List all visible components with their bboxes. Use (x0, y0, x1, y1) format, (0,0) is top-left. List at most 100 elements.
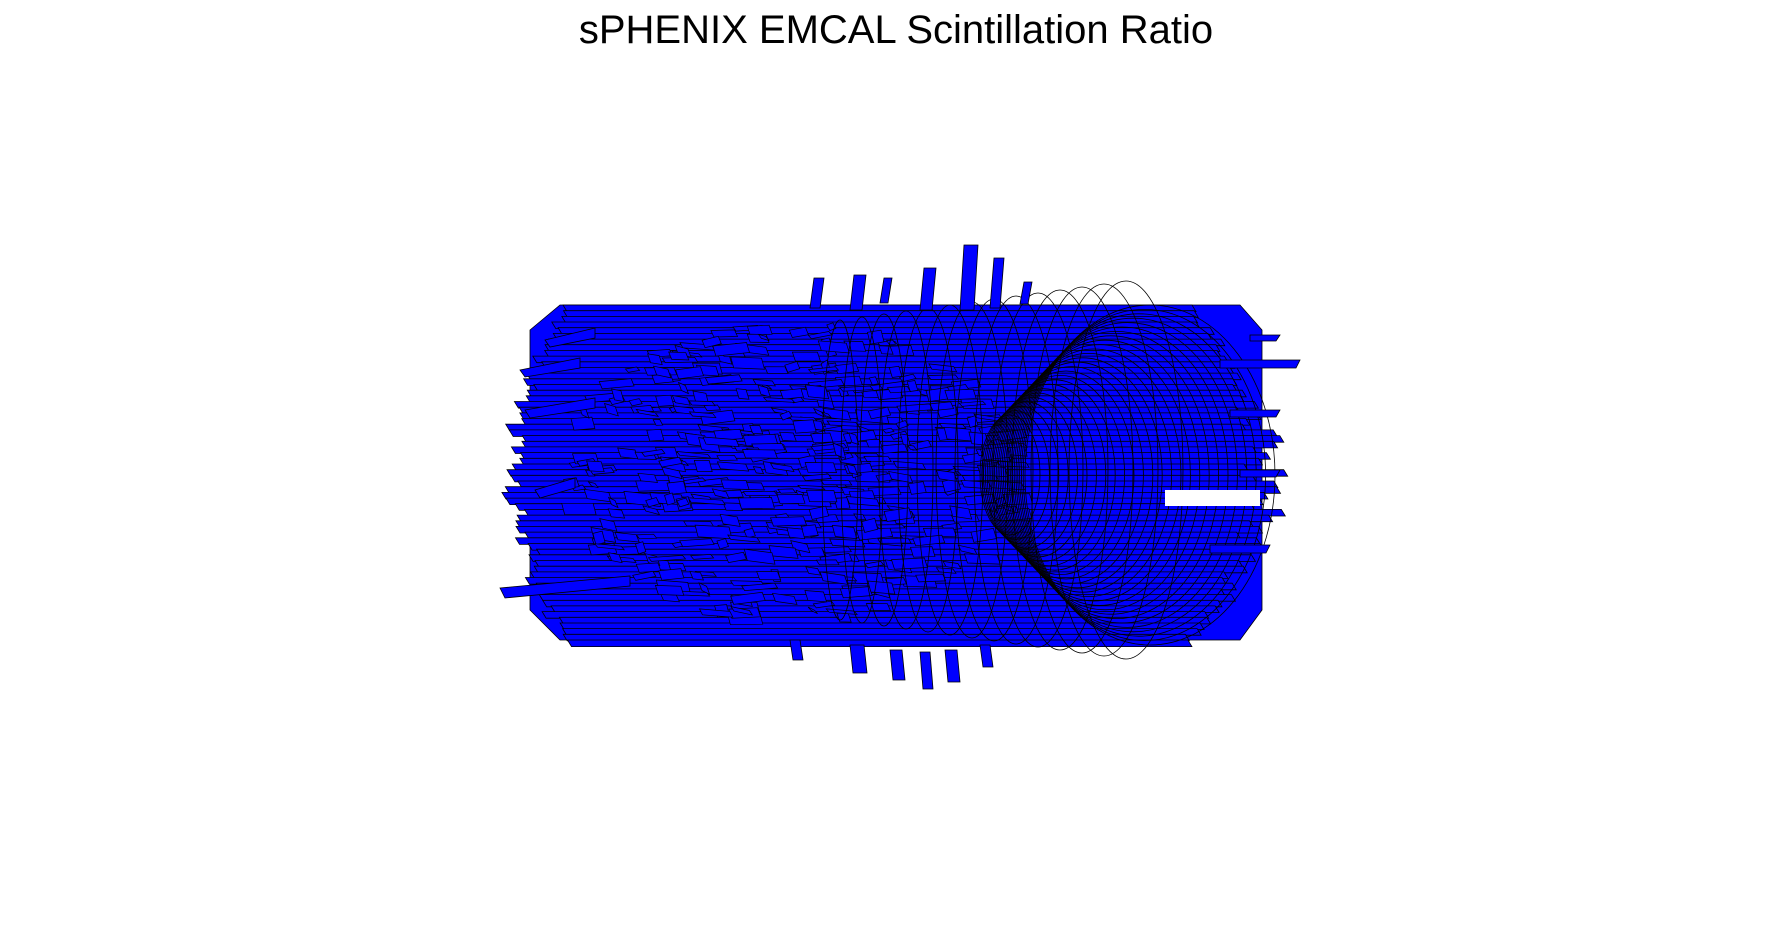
tile-bin (752, 466, 765, 475)
tile-bin (801, 473, 832, 481)
tile-bin (666, 480, 687, 495)
spike-bin-top (989, 257, 1005, 309)
tile-bin (915, 573, 947, 583)
end-cap-gap (1165, 490, 1260, 506)
tile-bin (635, 533, 658, 540)
tile-bin (752, 378, 776, 387)
tile-bin (821, 411, 833, 419)
barrel-row-bin (561, 315, 1199, 324)
tile-bin (694, 524, 733, 540)
tile-bin (922, 527, 957, 537)
tile-bin (647, 353, 663, 366)
tile-bin (593, 543, 626, 551)
tile-bin (704, 374, 743, 385)
tile-bin (788, 326, 809, 338)
end-cap-ring (1017, 322, 1238, 628)
end-cap-ring (995, 374, 1126, 575)
end-cap-ring (1010, 339, 1201, 611)
tile-bin (637, 472, 659, 483)
tile-bin (642, 505, 661, 516)
spike-bin-bottom (919, 651, 934, 690)
tile-bin (598, 378, 635, 390)
tile-bin (607, 508, 626, 519)
tile-bin (688, 400, 716, 407)
tile-bin (658, 568, 685, 581)
tile-bin (888, 471, 914, 484)
tile-bin (806, 489, 838, 503)
tile-bin (614, 531, 640, 543)
tile-bin (719, 513, 741, 527)
tile-bin (749, 425, 764, 435)
tile-bin (949, 505, 973, 520)
spike-bin-top (1019, 281, 1033, 305)
tile-bin (861, 517, 879, 533)
tile-bin (865, 603, 891, 611)
tile-bin (698, 608, 734, 618)
spike-bin-right (1229, 409, 1281, 418)
tile-bin (701, 335, 722, 349)
spike-bin-bottom (944, 649, 961, 683)
barrel-arc (1068, 280, 1184, 660)
tile-bin (611, 388, 625, 403)
tile-bin (716, 538, 729, 550)
tile-bin (713, 428, 744, 441)
tile-bin (738, 497, 775, 510)
tile-bin (943, 426, 974, 442)
tile-bin (805, 384, 830, 400)
tile-bin (829, 538, 866, 548)
tile-bin (676, 497, 690, 508)
tile-bin (716, 461, 750, 472)
tile-bin (877, 537, 912, 544)
tile-bin (912, 534, 946, 547)
tile-bin (624, 366, 641, 373)
end-cap-ring (990, 388, 1097, 562)
tile-bin (839, 586, 873, 599)
tile-bin (635, 541, 647, 555)
barrel-arc (973, 295, 1059, 645)
tile-bin (702, 436, 740, 448)
barrel-row-bin (561, 628, 1202, 636)
end-cap-ring (997, 370, 1135, 580)
tile-bin (804, 590, 827, 603)
tile-bin (742, 490, 778, 497)
end-cap-ring (986, 396, 1079, 553)
tile-bin (677, 381, 690, 395)
end-cap-ring (1004, 352, 1173, 597)
tile-bin (698, 582, 711, 595)
tile-bin (791, 351, 821, 362)
tile-bin (883, 507, 913, 522)
barrel-row-bin (566, 639, 1193, 647)
end-cap-ring (1013, 330, 1220, 620)
tile-bin (833, 497, 851, 510)
tile-bin (743, 548, 776, 565)
tile-bin (658, 456, 683, 468)
tile-bin (906, 380, 919, 392)
end-cap-ring (1008, 344, 1191, 606)
tile-bin (725, 551, 747, 563)
chart-title: sPHENIX EMCAL Scintillation Ratio (578, 8, 1214, 52)
spike-bin-top (959, 244, 979, 311)
spike-bin-left (544, 327, 596, 348)
tile-bin (846, 463, 858, 476)
end-cap-ring (1015, 326, 1229, 624)
tile-bin (664, 492, 676, 506)
spike-bin-bottom (849, 644, 868, 674)
tile-bin (689, 554, 715, 560)
spike-bin-top (849, 274, 867, 311)
tile-bin (804, 462, 837, 473)
tile-bin (882, 427, 895, 434)
tile-bin (779, 410, 793, 421)
tile-bin (810, 432, 834, 444)
tile-bin (790, 540, 811, 554)
tile-bin (688, 411, 717, 419)
tile-bin (825, 608, 858, 615)
tile-bin (935, 469, 958, 482)
tile-bin (710, 329, 739, 338)
end-cap-ring (994, 379, 1116, 571)
tile-bin (777, 488, 797, 494)
barrel-row-bin (562, 310, 1199, 318)
tile-bin (797, 484, 826, 490)
barrel-arc (1030, 286, 1134, 654)
tile-bin (741, 582, 779, 591)
